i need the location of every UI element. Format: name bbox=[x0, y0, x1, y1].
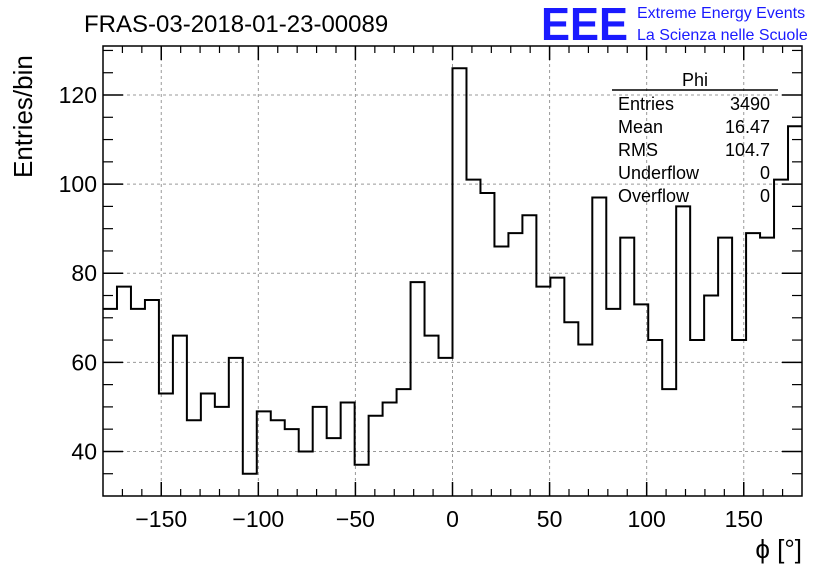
tick-layer: −150 −100 −50 0 50 100 150 40 60 80 100 120 bbox=[59, 46, 802, 532]
stats-value-mean: 16.47 bbox=[725, 117, 770, 137]
stats-label-rms: RMS bbox=[618, 140, 658, 160]
stats-value-entries: 3490 bbox=[730, 94, 770, 114]
x-tick-label: 100 bbox=[627, 506, 665, 532]
stats-value-underflow: 0 bbox=[760, 163, 770, 183]
stats-header: Phi bbox=[682, 70, 708, 90]
logo-line-2: La Scienza nelle Scuole bbox=[637, 27, 808, 44]
stats-label-entries: Entries bbox=[618, 94, 674, 114]
x-tick-label: −150 bbox=[135, 506, 187, 532]
stats-label-mean: Mean bbox=[618, 117, 663, 137]
x-tick-label: −100 bbox=[232, 506, 284, 532]
chart-title: FRAS-03-2018-01-23-00089 bbox=[84, 11, 388, 38]
y-tick-label: 80 bbox=[71, 260, 97, 286]
x-tick-label: 150 bbox=[725, 506, 763, 532]
stats-value-overflow: 0 bbox=[760, 186, 770, 206]
stats-box: Phi Entries 3490 Mean 16.47 RMS 104.7 Un… bbox=[612, 70, 778, 206]
stats-label-overflow: Overflow bbox=[618, 186, 690, 206]
x-axis-title: ϕ [°] bbox=[755, 534, 802, 564]
x-tick-label: 50 bbox=[537, 506, 563, 532]
y-tick-label: 100 bbox=[59, 171, 97, 197]
y-tick-label: 40 bbox=[71, 438, 97, 464]
stats-label-underflow: Underflow bbox=[618, 163, 700, 183]
y-tick-label: 60 bbox=[71, 349, 97, 375]
x-tick-label: 0 bbox=[446, 506, 459, 532]
y-axis-title: Entries/bin bbox=[8, 55, 38, 178]
x-tick-label: −50 bbox=[336, 506, 375, 532]
grid-layer bbox=[103, 46, 802, 496]
logo-line-1: Extreme Energy Events bbox=[637, 5, 805, 22]
histogram-line bbox=[103, 67, 802, 475]
stats-value-rms: 104.7 bbox=[725, 140, 770, 160]
eee-logo-mark: EEE bbox=[541, 0, 628, 50]
y-tick-label: 120 bbox=[59, 82, 97, 108]
